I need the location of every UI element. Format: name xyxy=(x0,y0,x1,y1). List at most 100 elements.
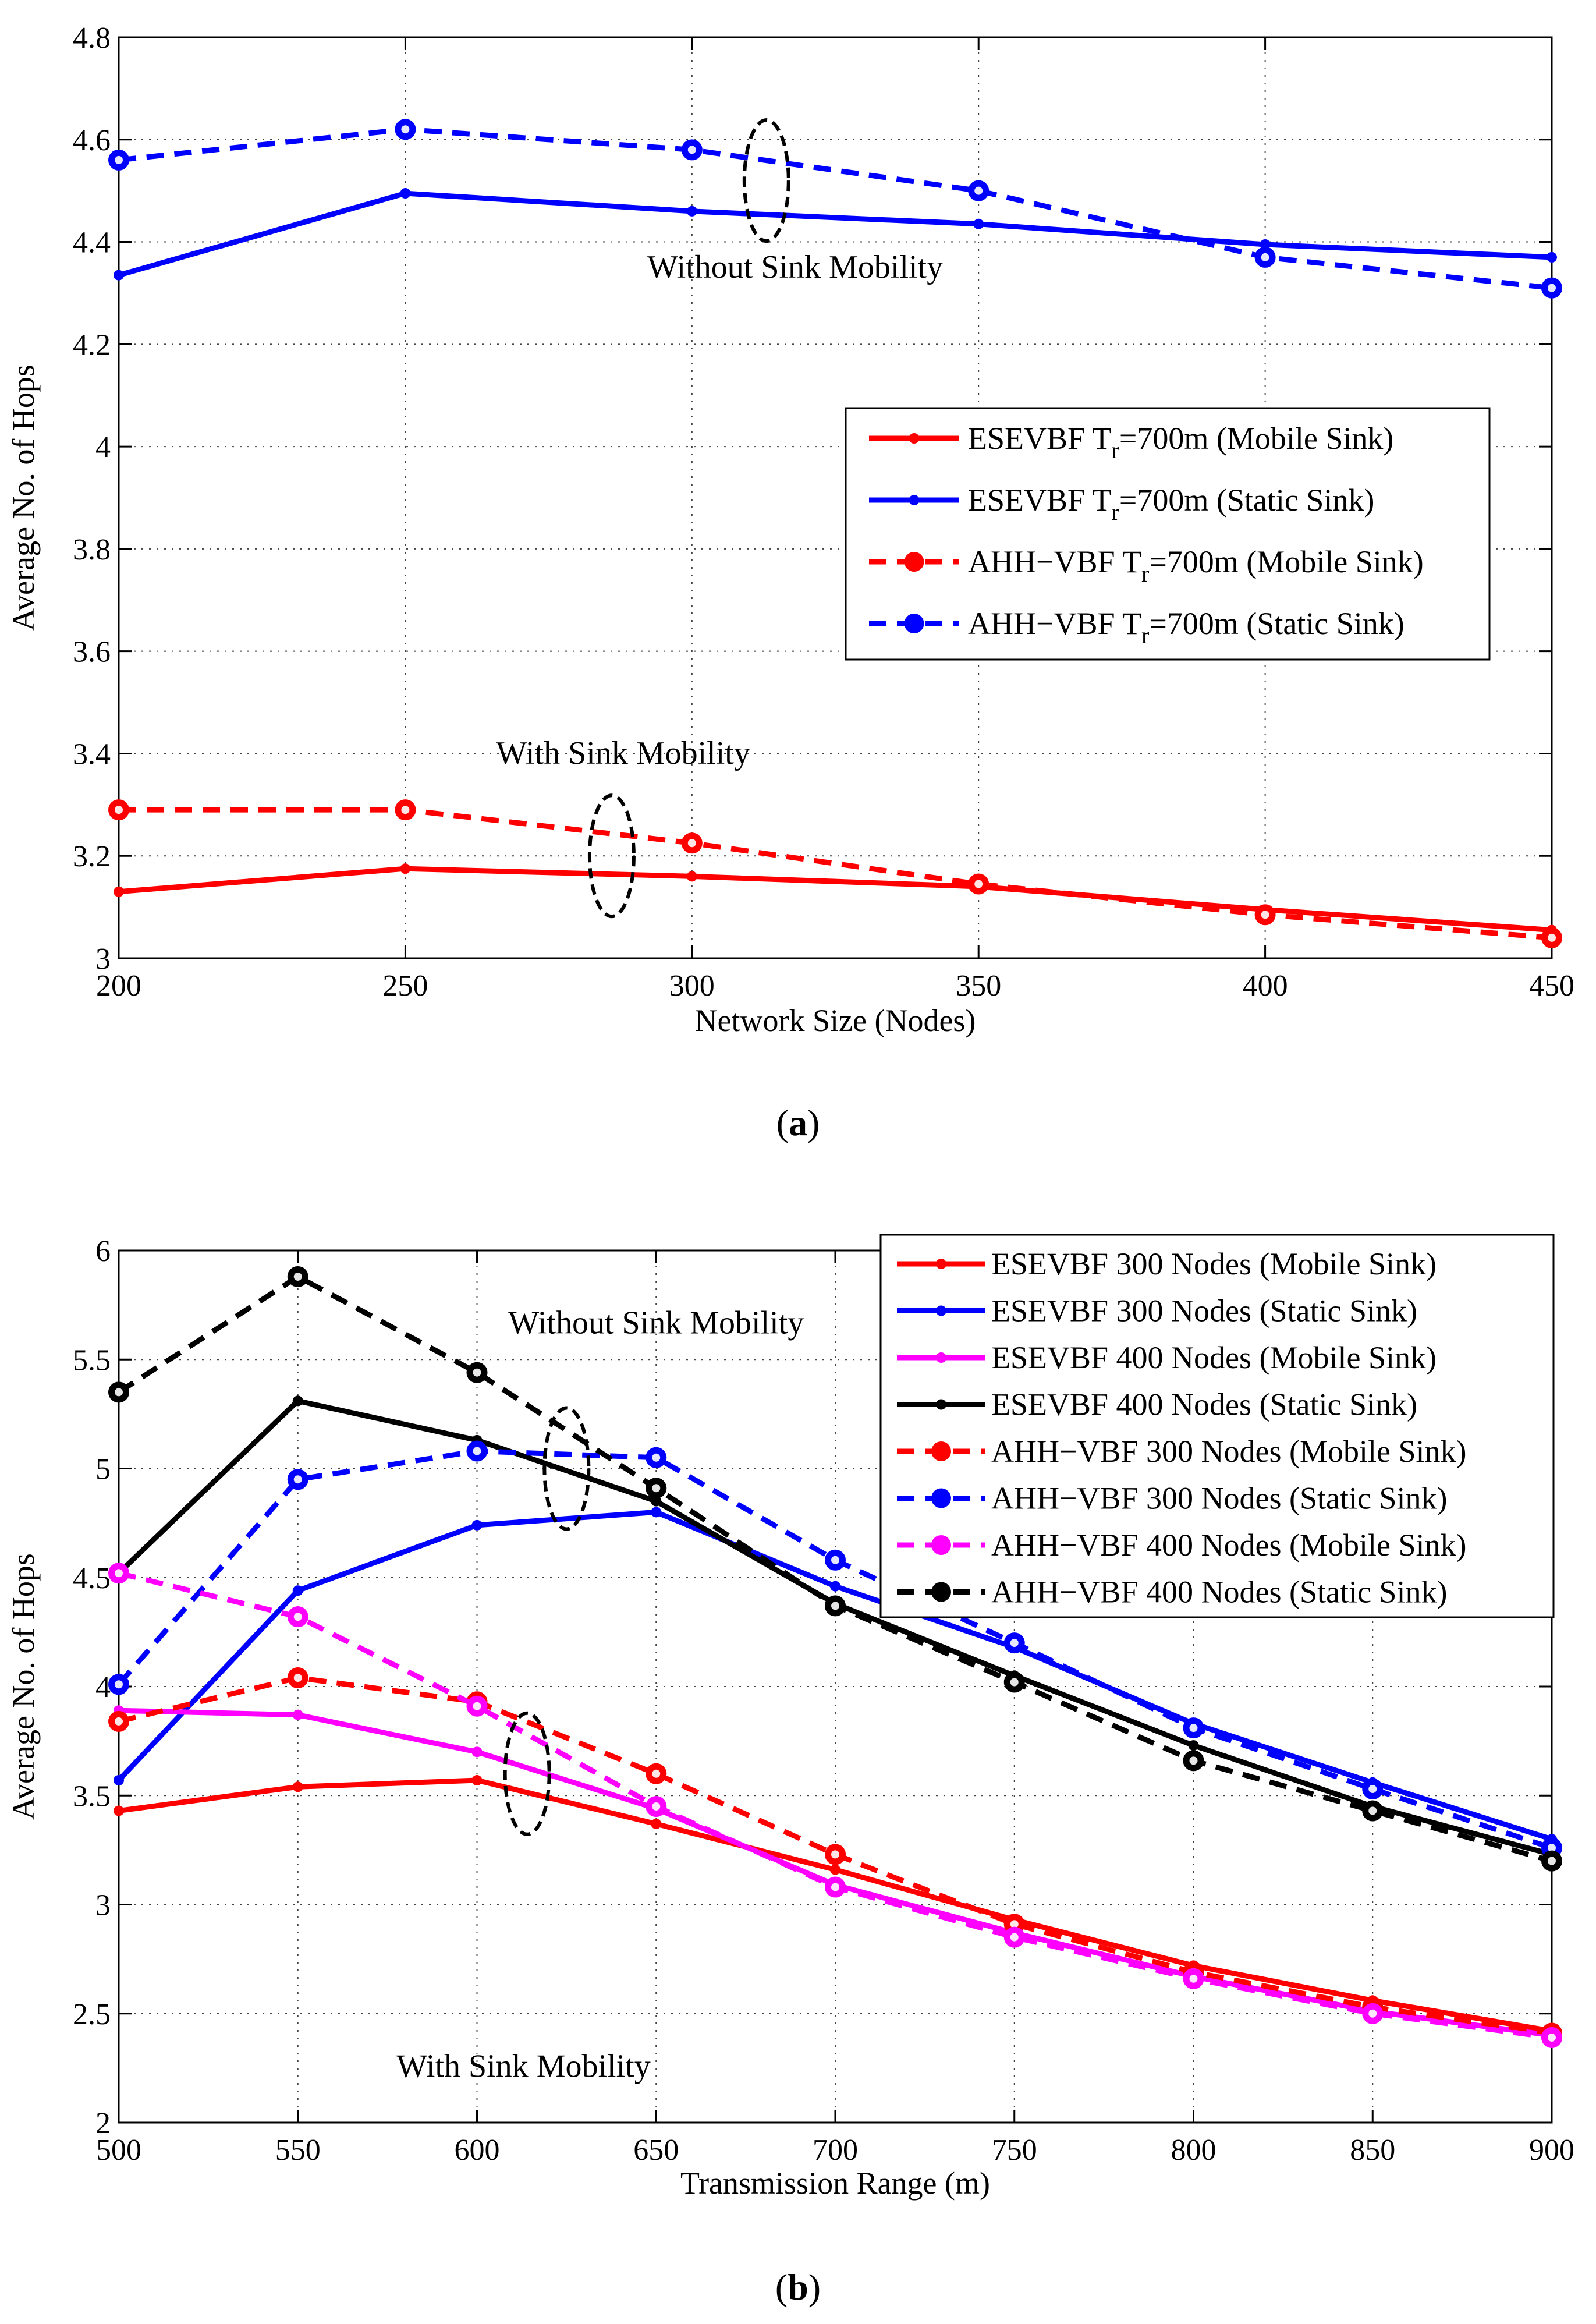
data-point xyxy=(471,1519,483,1531)
y-tick-label: 3.8 xyxy=(73,533,111,566)
data-point-hole xyxy=(293,1674,302,1682)
legend-entry-ahh-300-mobile: AHH−VBF 300 Nodes (Mobile Sink) xyxy=(897,1434,1466,1469)
y-tick-label: 3.6 xyxy=(73,636,111,669)
legend-label-tail: =700m (Mobile Sink) xyxy=(1149,544,1423,579)
series-line-ahh-static xyxy=(118,126,1552,291)
series-ahh-mobile xyxy=(108,799,1562,948)
axes-frame-a xyxy=(118,36,1553,959)
data-point-hole xyxy=(401,806,410,814)
legend-label-tail: =700m (Static Sink) xyxy=(1119,483,1374,518)
data-point-hole xyxy=(115,1680,123,1689)
legend-box xyxy=(845,407,1491,661)
data-point xyxy=(651,1818,662,1829)
y-tick-label: 3.2 xyxy=(73,840,111,873)
legend-label-tail: =700m (Static Sink) xyxy=(1149,606,1404,641)
y-axis-label: Average No. of Hops xyxy=(6,1553,41,1820)
data-point xyxy=(400,188,411,199)
annotation-text: Without Sink Mobility xyxy=(508,1305,804,1341)
legend-a: ESEVBF Tr=700m (Mobile Sink)ESEVBF Tr=70… xyxy=(845,407,1491,661)
data-point-hole xyxy=(1010,1933,1019,1942)
legend-marker xyxy=(931,1488,951,1508)
data-point-hole xyxy=(831,1602,839,1610)
data-point-hole xyxy=(652,1484,661,1493)
x-tick-label: 350 xyxy=(956,969,1001,1002)
x-tick-label: 300 xyxy=(669,969,715,1002)
data-point-hole xyxy=(1548,284,1556,292)
legend-label-main: ESEVBF T xyxy=(968,483,1112,518)
y-axis-label: Average No. of Hops xyxy=(6,364,41,631)
data-point xyxy=(651,1496,662,1507)
data-point-hole xyxy=(974,880,983,888)
legend-marker xyxy=(909,495,920,505)
x-tick-label: 500 xyxy=(96,2134,141,2167)
data-point-hole xyxy=(115,1569,123,1578)
legend-marker xyxy=(931,1582,951,1602)
annotation-ellipse xyxy=(542,1406,591,1531)
y-tick-label: 4.4 xyxy=(73,226,111,260)
chart-a-network-size: 200 250 300 350 400 450 3 3.2 3.4 3.6 3.8 4 4.2 4.4 4.… xyxy=(6,22,1574,1143)
series-ahh-400-mobile xyxy=(108,1563,1562,2048)
series-line-esevbf-mobile xyxy=(118,866,1552,933)
series-esevbf-static xyxy=(114,188,1557,281)
legend-label-ahh-mobile: AHH−VBF Tr=700m (Mobile Sink) xyxy=(968,544,1424,587)
x-tick-label: 750 xyxy=(992,2134,1037,2167)
caption-open: ( xyxy=(776,1102,789,1143)
legend-label-main: ESEVBF T xyxy=(968,421,1112,456)
legend-entry-esevbf-400-mobile: ESEVBF 400 Nodes (Mobile Sink) xyxy=(897,1340,1437,1375)
legend-label-ahh-static: AHH−VBF Tr=700m (Static Sink) xyxy=(968,606,1405,649)
legend-marker xyxy=(936,1305,946,1316)
data-point-hole xyxy=(1010,1920,1019,1929)
caption-close: ) xyxy=(808,2266,821,2308)
legend-entry-ahh-static: AHH−VBF Tr=700m (Static Sink) xyxy=(869,606,1405,649)
legend-label-ahh-400-static: AHH−VBF 400 Nodes (Static Sink) xyxy=(991,1575,1447,1610)
data-point xyxy=(292,1395,303,1407)
data-point-hole xyxy=(687,146,696,154)
data-point-hole xyxy=(293,1272,302,1281)
x-tick-label: 800 xyxy=(1171,2134,1216,2167)
x-tick-label: 650 xyxy=(633,2134,679,2167)
y-tick-label: 3 xyxy=(95,943,111,976)
legend-marker xyxy=(931,1441,951,1461)
data-point-hole xyxy=(115,806,123,814)
data-point xyxy=(292,1585,303,1596)
data-point-hole xyxy=(115,1717,123,1726)
data-point-hole xyxy=(1010,1639,1019,1648)
annotation-text: With Sink Mobility xyxy=(496,735,750,771)
caption-open: ( xyxy=(775,2266,788,2308)
data-point xyxy=(651,1507,662,1518)
x-axis-label: Network Size (Nodes) xyxy=(695,1003,976,1038)
x-tick-label: 200 xyxy=(96,969,141,1002)
data-point-hole xyxy=(1548,1844,1556,1852)
data-point xyxy=(114,1775,124,1786)
y-tick-label: 2.5 xyxy=(73,1998,111,2031)
x-axis-label: Transmission Range (m) xyxy=(680,2166,990,2201)
chart-b-transmission-range: 500 550 600 650 700 750 800 850 900 2 2.5 3 3.5 4 4.5 5… xyxy=(6,1234,1574,2308)
x-tick-label: 850 xyxy=(1350,2134,1395,2167)
y-tick-label: 5 xyxy=(95,1453,111,1486)
data-point-hole xyxy=(652,1453,661,1462)
annotation-with: With Sink Mobility xyxy=(496,735,750,919)
legend-label-esevbf-300-static: ESEVBF 300 Nodes (Static Sink) xyxy=(991,1294,1417,1328)
data-point-hole xyxy=(1368,2009,1377,2018)
legend-label-main: AHH−VBF T xyxy=(968,606,1141,641)
legend-entry-ahh-400-static: AHH−VBF 400 Nodes (Static Sink) xyxy=(897,1575,1447,1610)
x-tick-label: 600 xyxy=(455,2134,500,2167)
figure-caption-b: (b) xyxy=(775,2266,821,2308)
legend-marker xyxy=(936,1352,946,1363)
data-point-hole xyxy=(831,1556,839,1564)
data-point-hole xyxy=(1368,1806,1377,1815)
legend-marker xyxy=(904,552,924,572)
annotation-with: With Sink Mobility xyxy=(396,1711,651,2084)
data-point-hole xyxy=(1189,1756,1198,1765)
annotation-ellipse xyxy=(742,118,790,243)
x-tick-label: 550 xyxy=(275,2134,321,2167)
y-tick-label: 4 xyxy=(95,1671,111,1704)
series-line-esevbf-static xyxy=(118,190,1552,278)
data-point-hole xyxy=(687,839,696,848)
data-point xyxy=(471,1746,483,1758)
y-tick-label: 4 xyxy=(95,431,111,464)
data-point-hole xyxy=(473,1447,481,1455)
figure-caption-a: (a) xyxy=(776,1102,820,1143)
data-point-hole xyxy=(831,1883,839,1891)
